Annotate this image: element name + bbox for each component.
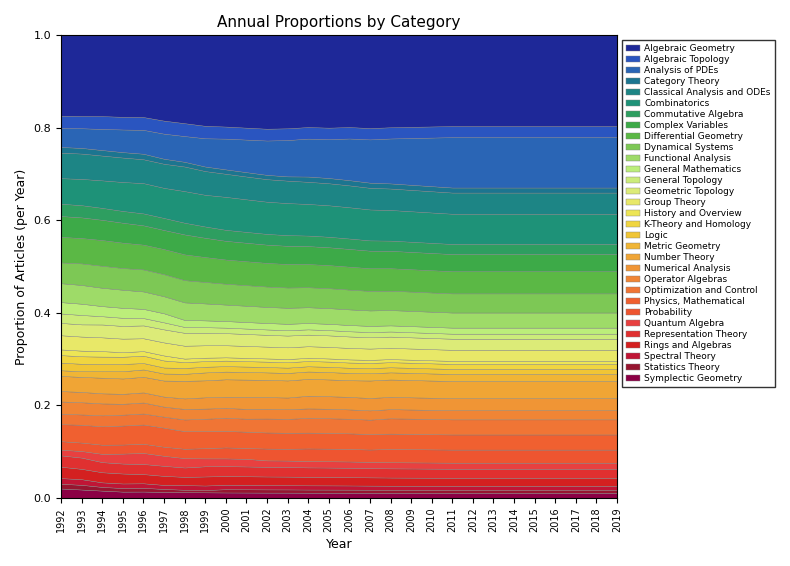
Title: Annual Proportions by Category: Annual Proportions by Category: [217, 15, 461, 30]
Y-axis label: Proportion of Articles (per Year): Proportion of Articles (per Year): [15, 169, 28, 365]
Legend: Algebraic Geometry, Algebraic Topology, Analysis of PDEs, Category Theory, Class: Algebraic Geometry, Algebraic Topology, …: [622, 40, 775, 388]
X-axis label: Year: Year: [325, 538, 352, 551]
